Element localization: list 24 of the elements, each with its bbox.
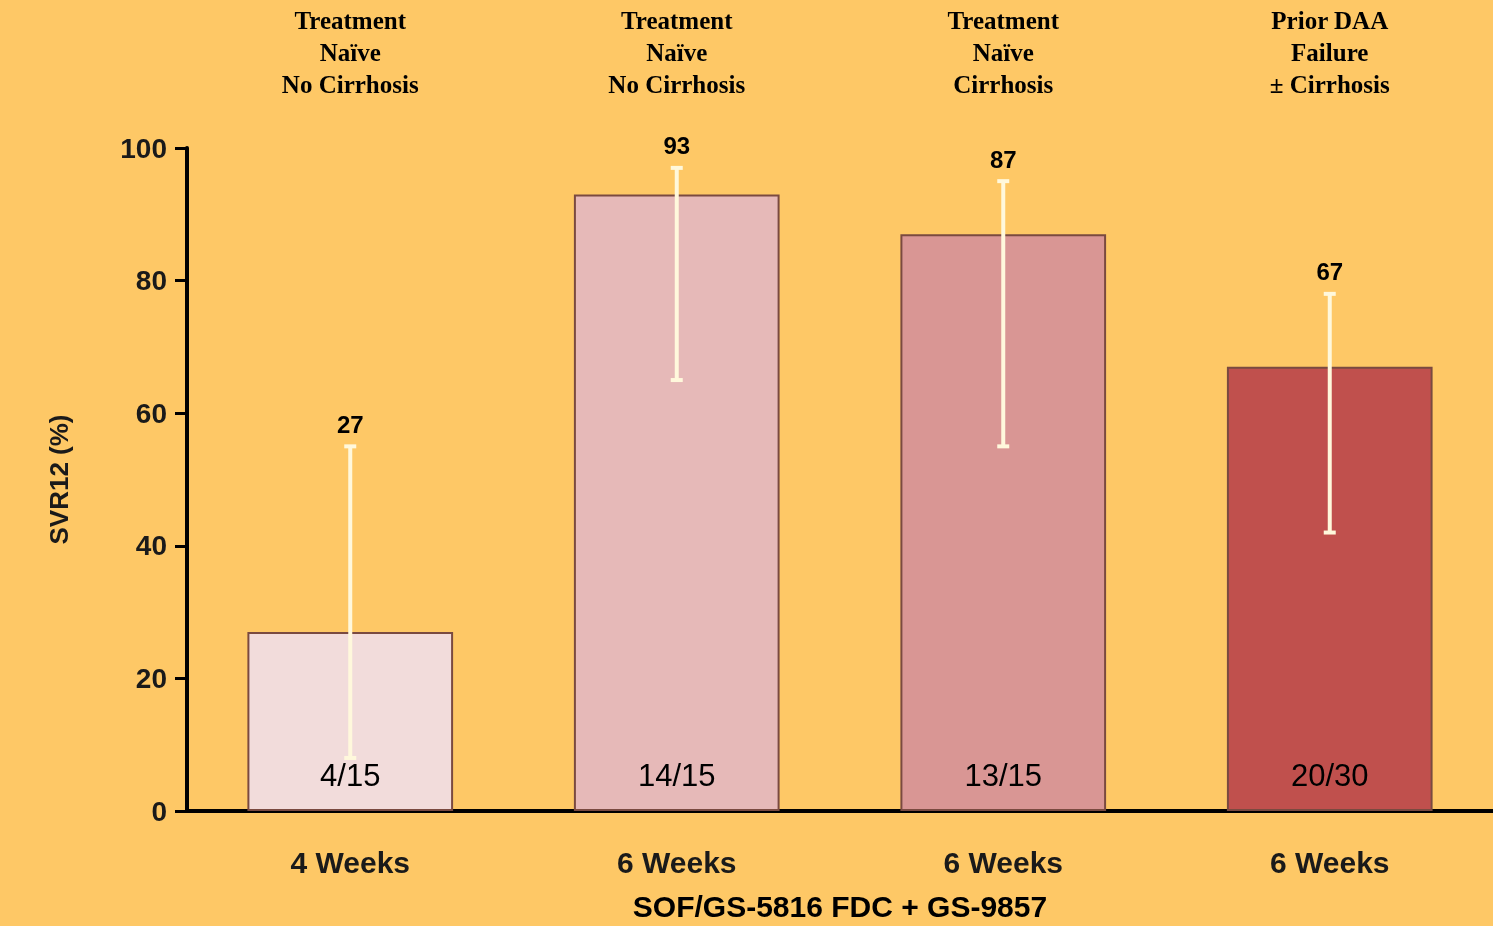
- data-label: 93: [663, 132, 691, 160]
- annotation: 27: [336, 410, 364, 438]
- annotation: 13/15: [964, 758, 1043, 793]
- y-axis-title: SVR12 (%): [44, 414, 74, 545]
- text: Prior DAA Failure ± Cirrhosis: [1269, 6, 1390, 98]
- annotation: 4/15: [320, 758, 381, 793]
- annotation: 14/15: [637, 758, 716, 793]
- x-tick-label: 6 Weeks: [1269, 845, 1390, 879]
- x-tick-label: 6 Weeks: [943, 845, 1064, 879]
- annotation: 20/30: [1290, 758, 1369, 793]
- y-tick-label: 20: [135, 662, 167, 694]
- y-tick-label: 60: [135, 397, 167, 429]
- data-label: 87: [989, 145, 1017, 173]
- y-tick-label: 40: [135, 530, 167, 562]
- y-tick-label: 80: [135, 265, 167, 297]
- text: Treatment Naïve Cirrhosis: [947, 6, 1060, 98]
- annotation: 67: [1316, 258, 1344, 286]
- text: Treatment Naïve No Cirrhosis: [281, 6, 419, 98]
- y-tick-label: 100: [120, 132, 167, 164]
- x-tick-label: 4 Weeks: [290, 845, 411, 879]
- x-tick-label: 6 Weeks: [616, 845, 737, 879]
- y-tick-label: 0: [151, 795, 167, 827]
- text: Treatment Naïve No Cirrhosis: [608, 6, 746, 98]
- x-axis-title: SOF/GS-5816 FDC + GS-9857: [632, 889, 1048, 923]
